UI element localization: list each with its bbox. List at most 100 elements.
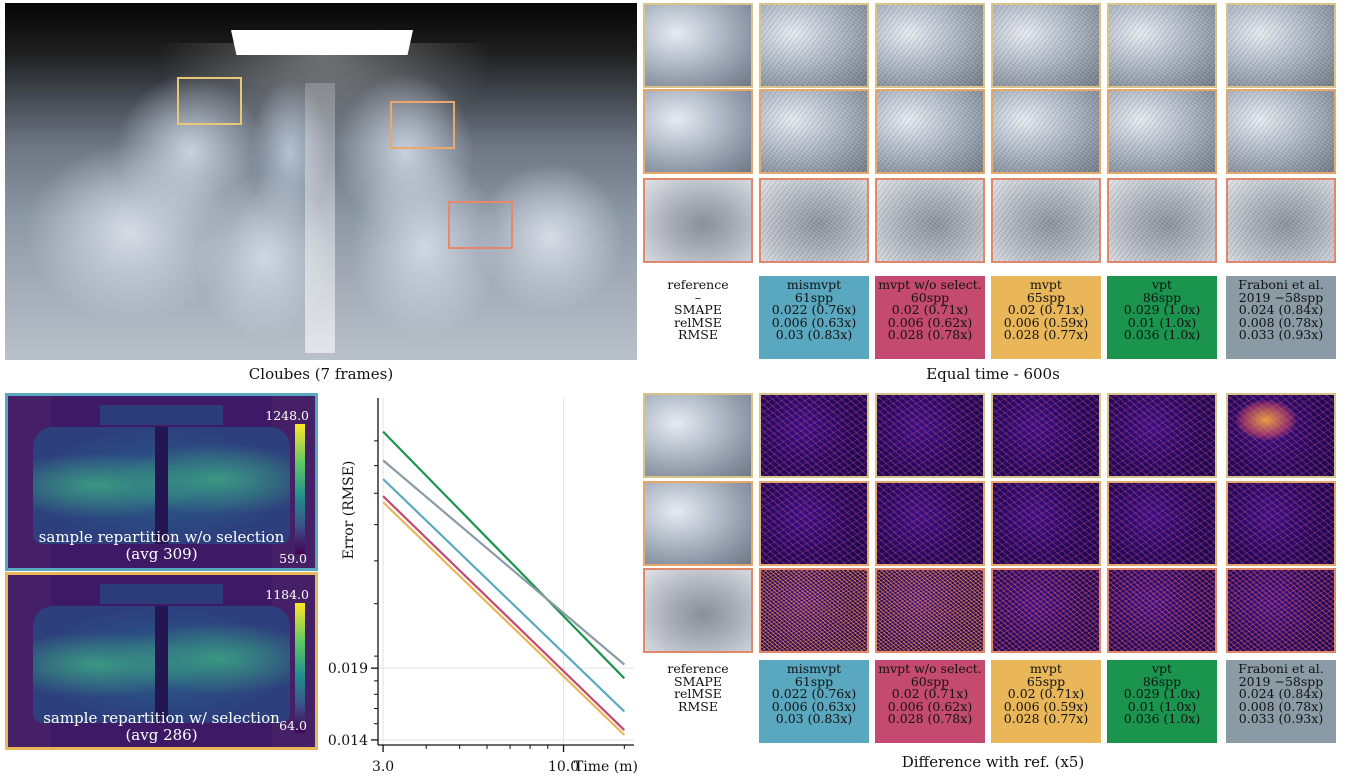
render-noise bbox=[993, 91, 1099, 172]
difference-crop bbox=[1107, 393, 1217, 478]
difference-noise bbox=[1109, 395, 1215, 476]
x-axis-label: Time (m) bbox=[574, 759, 638, 775]
difference-noise bbox=[1228, 570, 1334, 651]
difference-crop bbox=[1226, 481, 1336, 566]
heatmap-without-selection: 1248.0 59.0 sample repartition w/o selec… bbox=[5, 393, 318, 571]
difference-noise bbox=[877, 483, 983, 564]
method-name: mismvpt bbox=[786, 277, 842, 292]
method-relmse: 0.006 (0.63x) bbox=[771, 698, 857, 714]
method-spp: 2019 −58spp bbox=[1238, 289, 1324, 305]
render-noise bbox=[877, 5, 983, 86]
difference-noise bbox=[1228, 483, 1334, 564]
method-stats: vpt 86spp 0.029 (1.0x) 0.01 (1.0x) 0.036 (1.… bbox=[1107, 660, 1217, 743]
difference-crop bbox=[875, 481, 985, 566]
render-crop bbox=[991, 178, 1101, 263]
difference-noise bbox=[761, 395, 867, 476]
reference-label: RMSE bbox=[678, 698, 718, 714]
method-name: vpt bbox=[1151, 661, 1173, 676]
method-name: Fraboni et al. bbox=[1238, 277, 1324, 292]
reference-label: SMAPE bbox=[674, 673, 722, 689]
difference-crop bbox=[875, 568, 985, 653]
hero-caption: Cloubes (7 frames) bbox=[248, 365, 394, 383]
method-stats: mvpt w/o select. 60spp 0.02 (0.71x) 0.006 (… bbox=[875, 660, 985, 743]
method-rmse: 0.028 (0.78x) bbox=[887, 327, 973, 343]
method-name: Fraboni et al. bbox=[1238, 661, 1324, 676]
method-name: mvpt w/o select. bbox=[878, 661, 982, 676]
colorbar-max: 1184.0 bbox=[265, 587, 309, 602]
render-noise bbox=[1228, 91, 1334, 172]
method-smape: 0.024 (0.84x) bbox=[1238, 302, 1324, 318]
render-noise bbox=[993, 180, 1099, 261]
render-noise bbox=[993, 5, 1099, 86]
method-name: mvpt bbox=[1030, 277, 1062, 292]
colorbar bbox=[295, 603, 305, 733]
render-noise bbox=[1109, 91, 1215, 172]
method-relmse: 0.01 (1.0x) bbox=[1127, 314, 1197, 330]
reference-label: RMSE bbox=[678, 327, 718, 343]
method-smape: 0.02 (0.71x) bbox=[891, 302, 969, 318]
method-smape: 0.022 (0.76x) bbox=[771, 686, 857, 702]
difference-noise bbox=[761, 570, 867, 651]
method-rmse: 0.03 (0.83x) bbox=[775, 711, 853, 727]
difference-crop bbox=[1226, 393, 1336, 478]
method-smape: 0.02 (0.71x) bbox=[1007, 302, 1085, 318]
difference-caption: Difference with ref. (x5) bbox=[901, 753, 1085, 771]
y-tick-label: 0.019 bbox=[328, 661, 368, 677]
heatmap-label: sample repartition w/ selection (avg 286… bbox=[43, 709, 280, 744]
method-rmse: 0.028 (0.78x) bbox=[887, 711, 973, 727]
reference-labels: reference SMAPE relMSE RMSE bbox=[643, 660, 753, 713]
method-relmse: 0.006 (0.59x) bbox=[1003, 698, 1089, 714]
difference-crop bbox=[991, 393, 1101, 478]
reference-crop bbox=[643, 3, 753, 88]
difference-crop bbox=[1226, 568, 1336, 653]
reference-label: relMSE bbox=[674, 314, 722, 330]
method-relmse: 0.008 (0.78x) bbox=[1238, 698, 1324, 714]
method-smape: 0.02 (0.71x) bbox=[1007, 686, 1085, 702]
method-stats: Fraboni et al. 2019 −58spp 0.024 (0.84x) 0.… bbox=[1226, 276, 1336, 359]
y-axis-label: Error (RMSE) bbox=[341, 461, 357, 560]
render-noise bbox=[1109, 5, 1215, 86]
reference-label: relMSE bbox=[674, 686, 722, 702]
difference-crop bbox=[759, 481, 869, 566]
method-relmse: 0.006 (0.62x) bbox=[887, 314, 973, 330]
method-relmse: 0.01 (1.0x) bbox=[1127, 698, 1197, 714]
difference-crop bbox=[991, 568, 1101, 653]
method-name: vpt bbox=[1151, 277, 1173, 292]
method-name: mvpt w/o select. bbox=[878, 277, 982, 292]
render-noise bbox=[877, 180, 983, 261]
method-rmse: 0.033 (0.93x) bbox=[1238, 327, 1324, 343]
reference-label: SMAPE bbox=[674, 302, 722, 318]
method-spp: 65spp bbox=[1026, 289, 1066, 305]
difference-noise bbox=[1109, 570, 1215, 651]
series-line-3 bbox=[382, 495, 626, 731]
render-crop bbox=[991, 89, 1101, 174]
method-spp: 65spp bbox=[1026, 673, 1066, 689]
method-stats: mvpt w/o select. 60spp 0.02 (0.71x) 0.006 (… bbox=[875, 276, 985, 359]
method-stats: Fraboni et al. 2019 −58spp 0.024 (0.84x) 0.… bbox=[1226, 660, 1336, 743]
reference-crop bbox=[643, 568, 753, 653]
method-spp: 61spp bbox=[794, 673, 834, 689]
reference-label: reference bbox=[667, 277, 729, 292]
method-rmse: 0.036 (1.0x) bbox=[1123, 327, 1201, 343]
method-rmse: 0.036 (1.0x) bbox=[1123, 711, 1201, 727]
colorbar bbox=[295, 424, 305, 554]
method-smape: 0.029 (1.0x) bbox=[1123, 302, 1201, 318]
render-noise bbox=[1228, 5, 1334, 86]
method-rmse: 0.028 (0.77x) bbox=[1003, 327, 1089, 343]
render-noise bbox=[1228, 180, 1334, 261]
render-crop bbox=[759, 3, 869, 88]
render-crop bbox=[991, 3, 1101, 88]
difference-noise bbox=[761, 483, 867, 564]
render-crop bbox=[1226, 89, 1336, 174]
x-tick-label: 3.0 bbox=[372, 759, 394, 775]
render-crop bbox=[1226, 3, 1336, 88]
crop-box-1 bbox=[177, 77, 242, 125]
x-tick-label: 10.0 bbox=[548, 759, 579, 775]
difference-noise bbox=[1109, 483, 1215, 564]
method-spp: 60spp bbox=[910, 289, 950, 305]
reference-crop bbox=[643, 481, 753, 566]
difference-noise bbox=[993, 395, 1099, 476]
light-shaft bbox=[305, 83, 335, 353]
series-line-2 bbox=[382, 478, 626, 713]
method-stats: vpt 86spp 0.029 (1.0x) 0.01 (1.0x) 0.036 (1.… bbox=[1107, 276, 1217, 359]
